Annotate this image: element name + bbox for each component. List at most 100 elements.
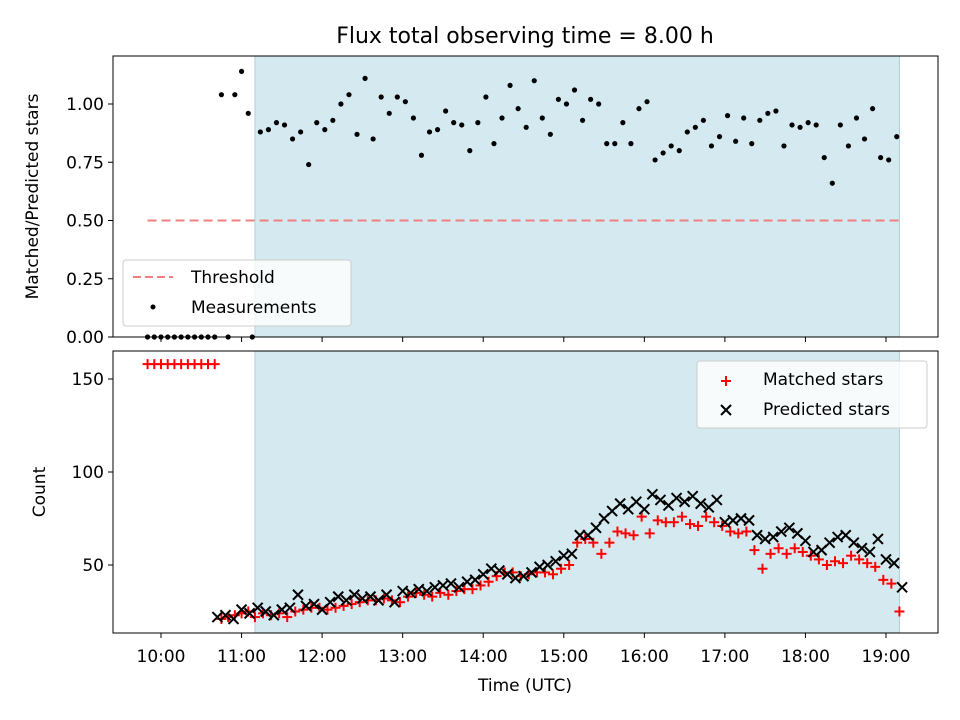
measurement-point <box>612 141 618 147</box>
predicted-star-point <box>517 570 530 582</box>
measurement-point <box>652 157 658 163</box>
matched-star-point <box>725 526 736 537</box>
x-tick-label: 18:00 <box>781 647 830 667</box>
measurement-point <box>523 124 529 130</box>
top-y-tick-label: 0.00 <box>66 328 104 348</box>
figure-title: Flux total observing time = 8.00 h <box>336 24 714 49</box>
top-shaded-span <box>254 55 900 338</box>
bottom-y-tick-label: 50 <box>82 556 104 576</box>
x-tick-label: 15:00 <box>539 647 588 667</box>
measurement-point <box>418 152 425 158</box>
matched-star-point <box>693 520 704 531</box>
predicted-star-point <box>292 589 304 601</box>
matched-star-point <box>443 589 454 600</box>
predicted-star-point <box>372 594 385 607</box>
top-y-tick-label: 0.75 <box>66 153 104 173</box>
measurement-point <box>579 117 586 123</box>
measurement-point <box>588 96 594 102</box>
legend-predicted-swatch <box>720 404 732 416</box>
measurement-point <box>716 134 723 140</box>
top-y-tick-label: 1.00 <box>66 95 104 115</box>
top-legend: Threshold Measurements <box>122 259 352 327</box>
measurement-point <box>886 157 892 163</box>
matched-star-point <box>821 560 832 570</box>
measurement-point <box>245 110 251 116</box>
x-axis-label: Time (UTC) <box>477 676 572 696</box>
matched-star-point <box>596 548 607 559</box>
bottom-y-tick-label: 100 <box>72 463 104 483</box>
matched-star-point <box>878 574 889 585</box>
matched-star-point <box>854 554 865 565</box>
predicted-star-point <box>219 609 232 621</box>
matched-star-point <box>684 519 695 530</box>
predicted-star-point <box>332 590 344 603</box>
measurement-point <box>821 154 827 161</box>
measurement-point <box>547 131 553 137</box>
measurement-point <box>845 143 852 149</box>
predicted-star-point <box>260 605 272 618</box>
top-y-tick-label: 0.50 <box>66 212 104 232</box>
measurement-point <box>362 75 368 81</box>
measurement-point <box>257 129 263 135</box>
measurement-point <box>507 82 513 88</box>
measurement-point <box>628 141 634 147</box>
matched-star-point <box>322 604 333 615</box>
predicted-star-point <box>235 603 248 616</box>
predicted-star-point <box>501 568 514 581</box>
predicted-star-point <box>227 613 240 625</box>
measurement-point <box>853 115 860 121</box>
measurement-point <box>805 120 811 126</box>
matched-star-point <box>539 567 550 578</box>
measurement-point <box>724 113 731 119</box>
measurement-point <box>451 120 457 126</box>
measurement-point <box>238 68 245 74</box>
measurement-point <box>394 94 400 100</box>
predicted-star-point <box>388 596 401 608</box>
measurement-point <box>265 127 272 133</box>
matched-star-point <box>394 597 405 608</box>
measurement-point <box>354 131 360 137</box>
measurement-point <box>765 110 771 116</box>
predicted-star-point <box>541 559 554 571</box>
measurement-point <box>789 122 795 128</box>
legend-measurements-swatch <box>150 304 156 310</box>
predicted-star-point <box>566 548 578 560</box>
measurement-point <box>563 101 570 107</box>
predicted-star-point <box>469 574 481 586</box>
measurement-point <box>620 120 626 126</box>
predicted-star-point <box>405 587 417 599</box>
matched-star-point <box>620 528 631 539</box>
measurement-point <box>861 136 868 142</box>
measurement-point <box>402 99 408 105</box>
predicted-star-point <box>525 566 538 579</box>
bottom-axes-frame <box>112 350 939 634</box>
matched-star-point <box>612 526 623 537</box>
measurement-point <box>499 115 505 121</box>
measurement-point <box>443 108 449 114</box>
bottom-panel: 50 100 150 10:00 11:00 12:00 13:00 14:00 15:00 1… <box>30 350 939 696</box>
matched-star-point <box>209 359 220 370</box>
matched-star-point <box>829 556 840 567</box>
measurement-point <box>306 161 312 168</box>
matched-star-point <box>676 511 687 522</box>
predicted-star-point <box>590 522 602 534</box>
bottom-y-axis-label: Count <box>30 466 50 517</box>
measurement-point <box>346 92 352 98</box>
matched-star-point <box>346 599 357 610</box>
x-tick-label: 16:00 <box>620 647 669 667</box>
matched-star-point <box>668 517 679 528</box>
measurement-point <box>467 148 473 154</box>
measurement-point <box>636 106 642 112</box>
measurement-point <box>797 124 803 130</box>
matched-star-point <box>604 537 615 548</box>
top-y-tick-label: 0.25 <box>66 270 104 290</box>
predicted-star-point <box>324 596 336 608</box>
measurement-point <box>684 129 690 135</box>
matched-star-point <box>249 612 260 623</box>
matched-star-point <box>846 550 857 561</box>
measurement-point <box>878 154 884 161</box>
x-tick-label: 10:00 <box>137 647 186 667</box>
predicted-star-point <box>308 598 320 610</box>
matched-star-point <box>870 561 881 572</box>
measurement-point <box>459 122 465 128</box>
